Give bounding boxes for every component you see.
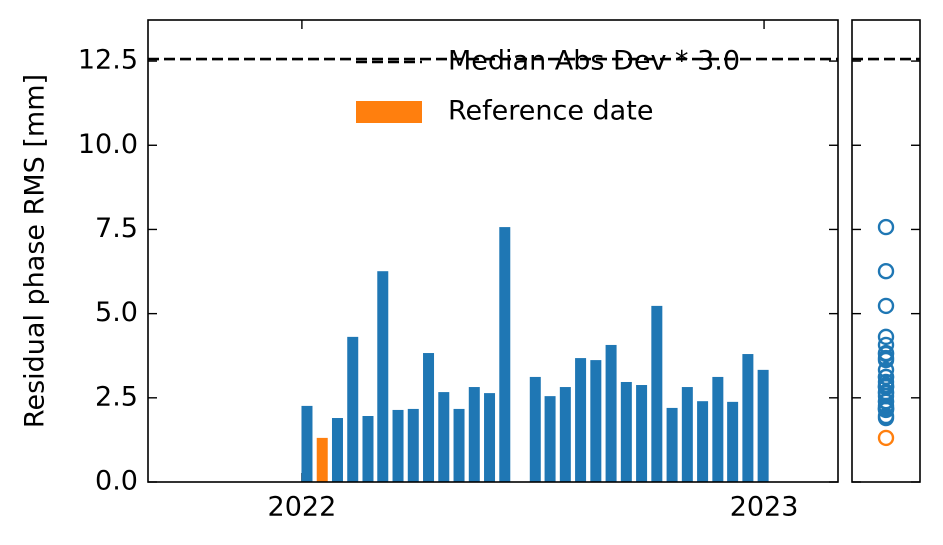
y-tick-label: 0.0: [95, 466, 138, 497]
bar: [407, 408, 419, 482]
bar: [468, 387, 480, 482]
legend-label: Reference date: [448, 96, 653, 127]
distribution-point: [877, 328, 895, 346]
y-axis-label: Residual phase RMS [mm]: [20, 74, 51, 428]
bar: [377, 271, 389, 482]
y-tick-label: 10.0: [78, 129, 138, 160]
bar: [620, 381, 632, 482]
distribution-point: [877, 297, 895, 315]
bar: [712, 376, 724, 482]
bar: [681, 387, 693, 482]
y-tick-label: 5.0: [95, 297, 138, 328]
distribution-point: [877, 429, 895, 447]
side-frame: [851, 19, 921, 483]
bar: [757, 369, 769, 482]
bar: [529, 376, 541, 482]
bar: [575, 358, 587, 482]
bar: [605, 344, 617, 482]
distribution-point: [877, 336, 895, 354]
bar: [484, 393, 496, 482]
x-tick-label: 2023: [730, 492, 799, 523]
y-tick-label: 12.5: [78, 45, 138, 76]
y-tick-label: 7.5: [95, 213, 138, 244]
plot-frame: [147, 19, 839, 483]
bar: [301, 405, 313, 482]
bar: [453, 408, 465, 482]
bar: [423, 353, 435, 482]
bar: [697, 401, 709, 482]
bar: [316, 437, 328, 482]
bar: [544, 396, 556, 482]
legend-swatch: [356, 101, 422, 123]
bar: [392, 409, 404, 482]
bar: [636, 385, 648, 482]
distribution-point: [877, 361, 895, 379]
distribution-point: [877, 393, 895, 411]
legend-label: Median Abs Dev * 3.0: [448, 46, 740, 77]
bar: [347, 336, 359, 482]
bar: [651, 305, 663, 482]
distribution-point: [877, 345, 895, 363]
bar: [362, 416, 374, 482]
bar: [742, 354, 754, 482]
distribution-point: [877, 368, 895, 386]
bar: [666, 407, 678, 482]
bar: [559, 387, 571, 482]
bar: [331, 418, 343, 482]
distribution-point: [877, 399, 895, 417]
bar: [499, 227, 511, 482]
y-tick-label: 2.5: [95, 381, 138, 412]
bar: [438, 392, 450, 482]
bar: [727, 401, 739, 482]
distribution-point: [877, 263, 895, 280]
distribution-point: [877, 218, 895, 236]
x-tick-label: 2022: [268, 492, 337, 523]
bar: [590, 360, 602, 482]
